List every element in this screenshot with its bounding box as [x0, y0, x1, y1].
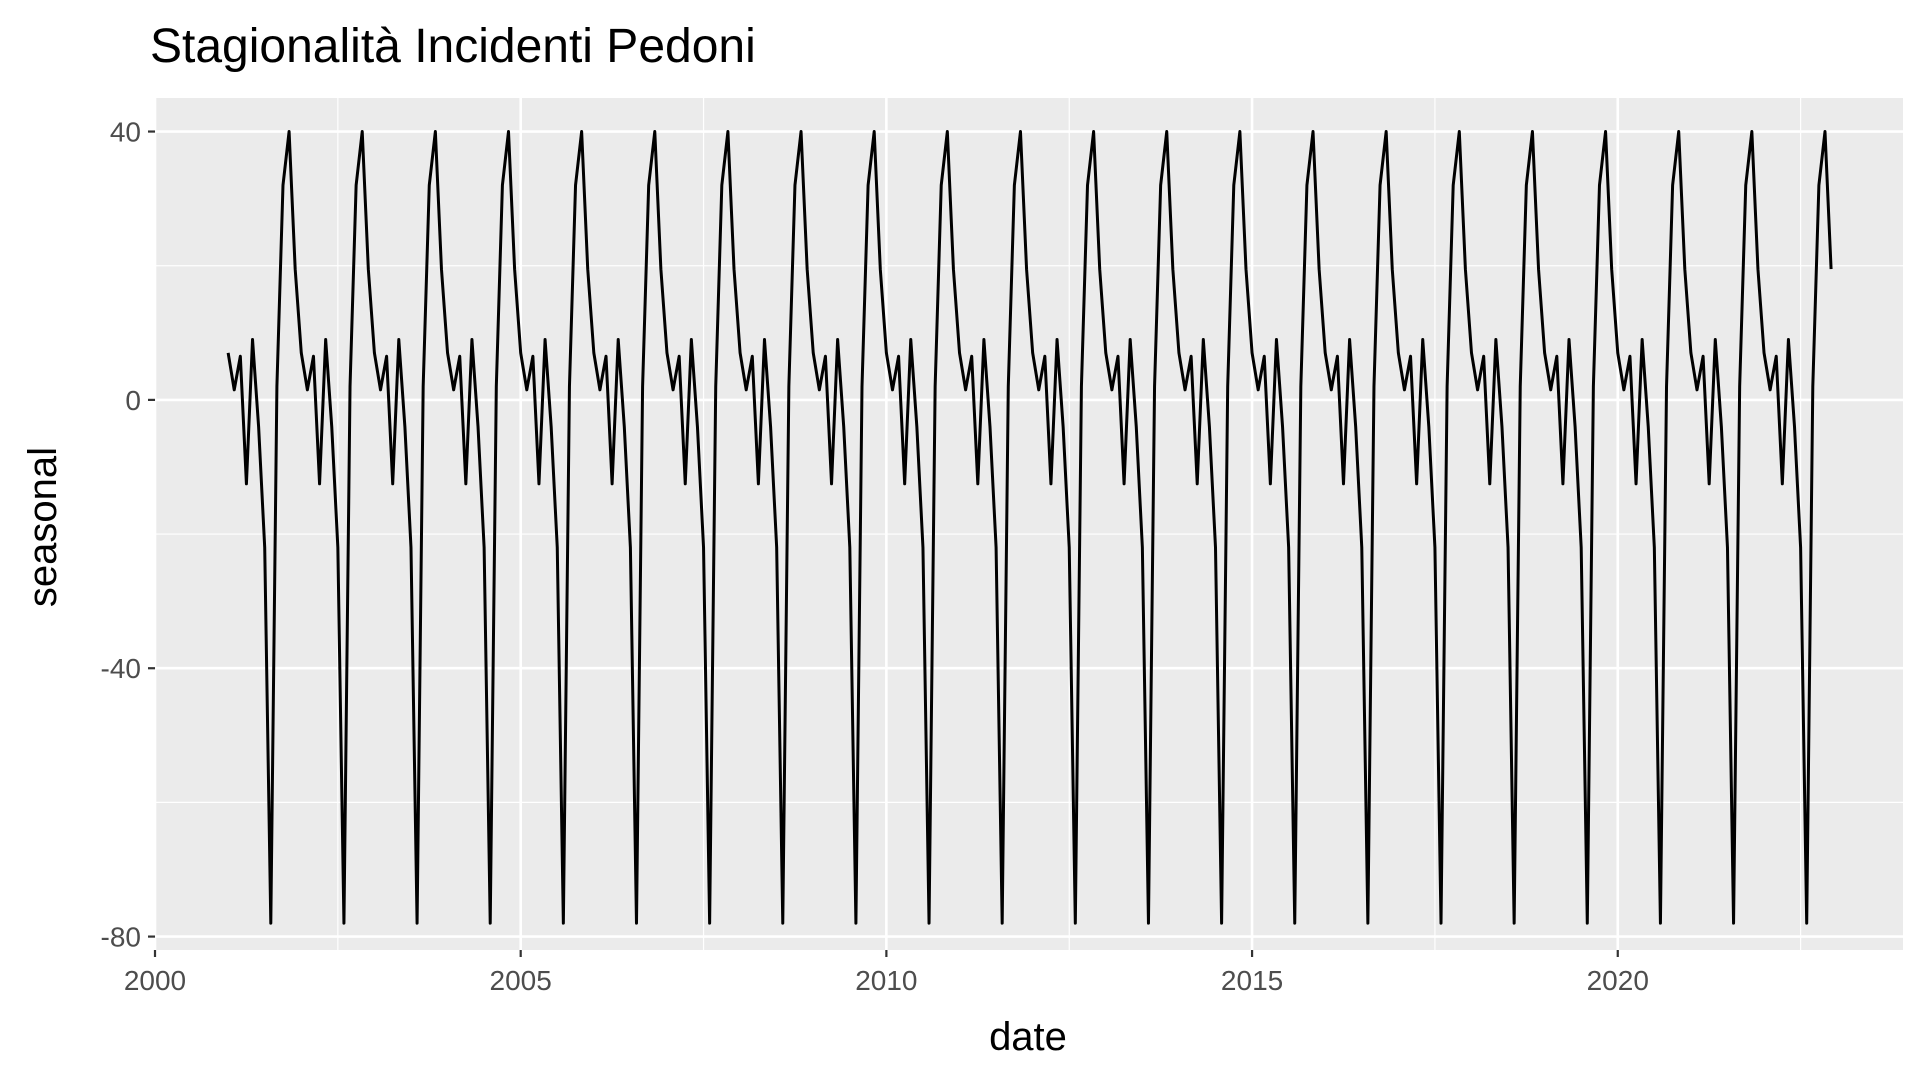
- x-axis: 2000 2005 2010 2015 2020: [124, 950, 1649, 996]
- y-tick-label: -40: [101, 653, 141, 684]
- major-gridlines: [153, 98, 1903, 950]
- x-tick-label: 2005: [490, 965, 552, 996]
- y-tick-label: 0: [125, 385, 141, 416]
- x-tick-label: 2000: [124, 965, 186, 996]
- y-tick-label: -80: [101, 922, 141, 953]
- x-tick-label: 2020: [1587, 965, 1649, 996]
- y-tick-label: 40: [110, 117, 141, 148]
- seasonal-series-line: [226, 130, 1833, 925]
- x-tick-label: 2015: [1221, 965, 1283, 996]
- x-axis-title: date: [989, 1015, 1067, 1059]
- y-axis: -80 -40 0 40: [101, 117, 155, 953]
- plot-panel: [153, 98, 1903, 950]
- x-tick-label: 2010: [855, 965, 917, 996]
- y-axis-title: seasonal: [21, 447, 65, 607]
- chart-title: Stagionalità Incidenti Pedoni: [150, 20, 756, 73]
